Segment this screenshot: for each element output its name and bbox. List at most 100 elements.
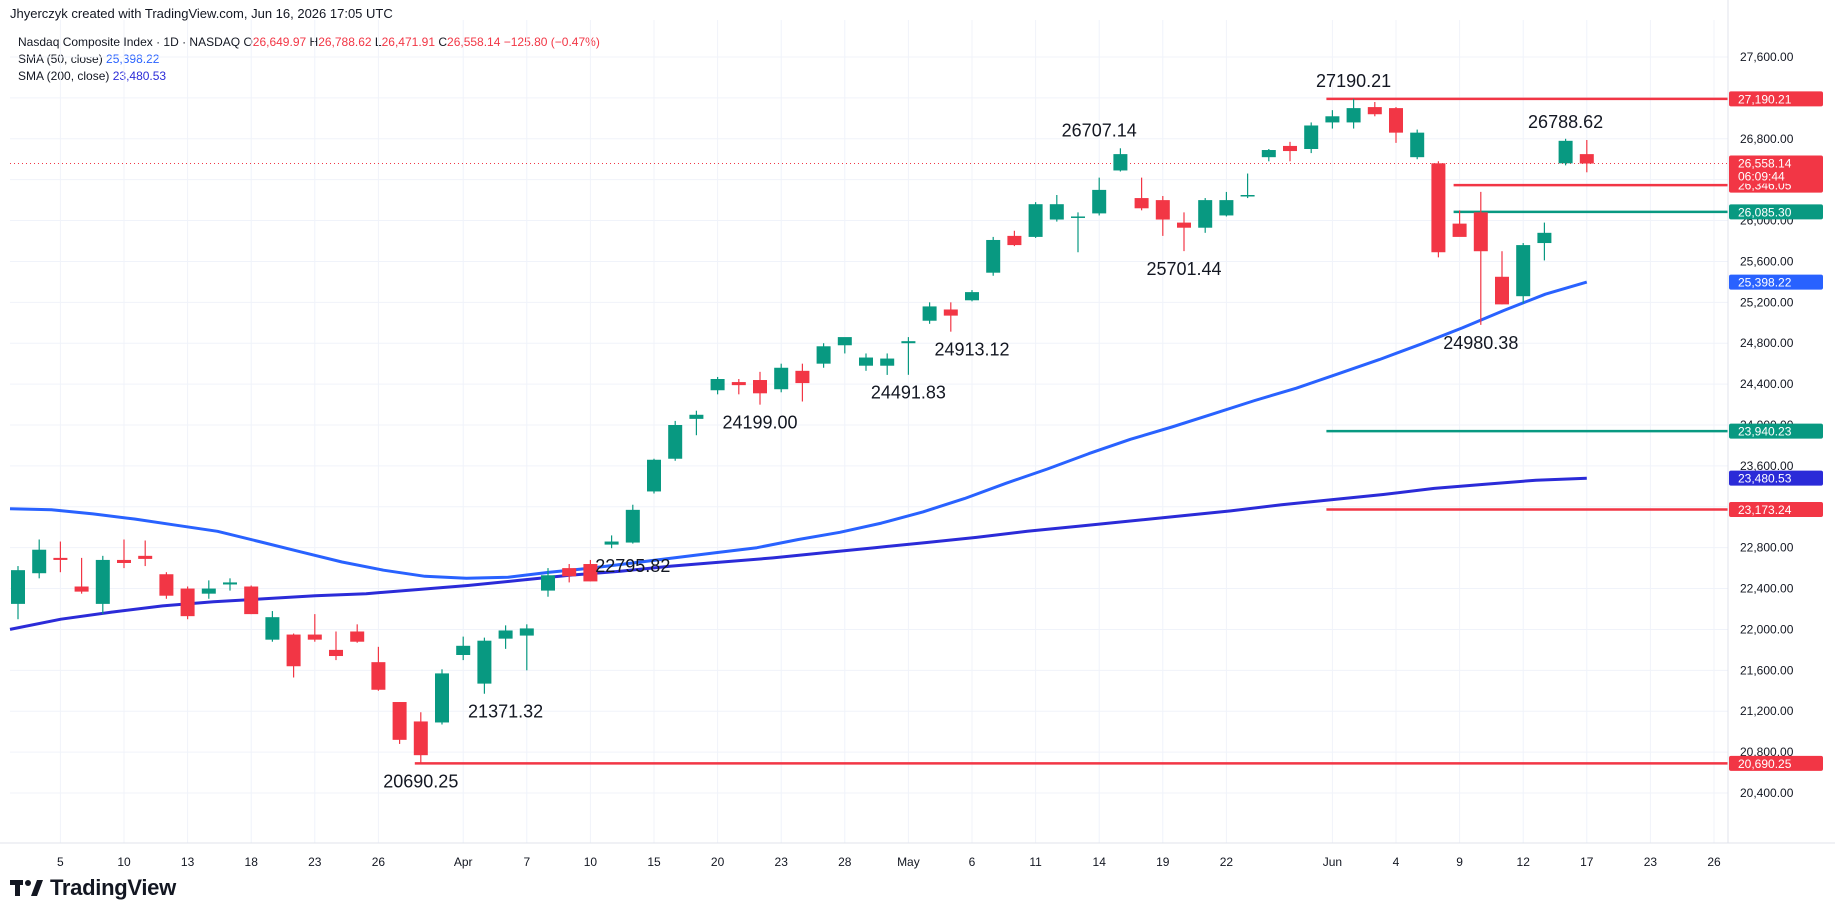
- horizontal-levels: [10, 97, 1728, 765]
- y-tick-label: 25,600.00: [1740, 254, 1794, 268]
- candle-body: [244, 586, 259, 615]
- x-tick-label: 12: [1517, 855, 1531, 869]
- candle-down: [392, 702, 407, 744]
- candle-down: [1177, 212, 1191, 252]
- candle-body: [371, 662, 386, 690]
- candle-up: [32, 539, 47, 579]
- price-tag-label: 26,558.14: [1738, 157, 1792, 171]
- candle-body: [1389, 108, 1403, 133]
- x-tick-label: 23: [308, 855, 322, 869]
- candle-body: [1007, 235, 1022, 246]
- candle-down: [562, 564, 577, 583]
- candle-body: [1049, 204, 1064, 220]
- candle-up: [837, 337, 852, 354]
- price-tag-bg: [1729, 423, 1823, 439]
- chart-credit: Jhyerczyk created with TradingView.com, …: [10, 6, 393, 21]
- candle-body: [816, 346, 831, 364]
- candle-body: [1346, 108, 1361, 123]
- x-tick-label: 15: [647, 855, 661, 869]
- candle-up: [604, 535, 619, 549]
- candle-body: [986, 239, 1001, 273]
- candle-body: [286, 634, 301, 667]
- candle-body: [1177, 222, 1191, 228]
- candle-up: [1240, 173, 1255, 199]
- y-tick-label: 23,600.00: [1740, 459, 1794, 473]
- candle-body: [1240, 195, 1255, 197]
- price-annotation: 25701.44: [1146, 259, 1221, 279]
- high-value: 26,788.62: [318, 35, 372, 49]
- price-axis[interactable]: 20,400.00 20,800.00 21,200.00 21,600.00 22,0…: [1727, 0, 1794, 843]
- candle-up: [774, 363, 789, 393]
- candle-body: [1367, 107, 1382, 115]
- candle-up: [519, 624, 534, 671]
- candle-body: [1134, 198, 1149, 209]
- candle-body: [859, 357, 873, 366]
- candle-up: [456, 636, 471, 661]
- x-tick-label: 19: [1156, 855, 1170, 869]
- candle-body: [392, 702, 407, 740]
- candle-body: [880, 358, 895, 366]
- y-tick-label: 26,800.00: [1740, 132, 1794, 146]
- candle-up: [1261, 149, 1276, 162]
- candle-down: [1452, 210, 1467, 237]
- candle-up: [265, 611, 280, 642]
- price-annotation: 24491.83: [871, 383, 946, 403]
- price-tag-label: 26,085.30: [1738, 205, 1792, 219]
- candle-body: [53, 557, 68, 560]
- candle-body: [1092, 189, 1107, 214]
- candle-down: [286, 633, 301, 678]
- candle-body: [32, 549, 47, 574]
- candle-body: [541, 575, 555, 591]
- price-tag-bg: [1729, 755, 1823, 771]
- candle-down: [731, 379, 746, 395]
- candle-up: [965, 290, 979, 302]
- tradingview-brand[interactable]: TradingView: [10, 875, 176, 901]
- candle-body: [159, 574, 174, 596]
- candle-up: [1410, 129, 1425, 160]
- sma200-label: SMA (200, close): [18, 69, 110, 83]
- candle-down: [1579, 140, 1594, 173]
- candle-down: [53, 541, 68, 573]
- candle-up: [625, 504, 640, 544]
- candle-up: [816, 343, 831, 368]
- open-value: 26,649.97: [252, 35, 307, 49]
- candle-body: [1558, 140, 1573, 164]
- x-tick-label: 20: [711, 855, 725, 869]
- moving-averages: [9, 280, 1588, 631]
- high-label: H: [309, 35, 319, 49]
- price-tag-label: 25,398.22: [1738, 276, 1792, 290]
- x-tick-label: 26: [372, 855, 386, 869]
- tradingview-logo-icon: [10, 879, 44, 897]
- candle-body: [498, 630, 513, 639]
- price-annotation: 26707.14: [1062, 120, 1137, 140]
- candle-body: [1579, 154, 1594, 164]
- candle-body: [562, 568, 577, 577]
- candle-body: [117, 559, 131, 563]
- sma200-legend[interactable]: SMA (200, close) 23,480.53: [18, 68, 600, 85]
- candle-up: [1304, 122, 1319, 154]
- price-annotation: 26788.62: [1528, 112, 1603, 132]
- sma50-value: 25,398.22: [106, 52, 160, 66]
- candle-body: [1452, 223, 1467, 237]
- candle-up: [1198, 198, 1213, 233]
- x-tick-label: 22: [1220, 855, 1234, 869]
- candle-down: [159, 572, 174, 599]
- symbol-name[interactable]: Nasdaq Composite Index · 1D · NASDAQ: [18, 35, 241, 49]
- brand-name: TradingView: [50, 875, 176, 900]
- price-tag-bg: [1729, 91, 1823, 107]
- y-tick-label: 20,800.00: [1740, 745, 1794, 759]
- candle-up: [11, 566, 25, 620]
- price-annotation: 24980.38: [1443, 333, 1518, 353]
- candle-body: [307, 634, 322, 640]
- time-axis[interactable]: 5 10 13 18 23 26 Apr 7 10 15 20 23 28 May 6 11 14 19 22 Jun…: [0, 842, 1835, 869]
- candle-up: [1049, 195, 1064, 222]
- x-tick-label: May: [897, 855, 920, 869]
- candle-body: [456, 645, 471, 655]
- candle-body: [731, 382, 746, 386]
- candle-down: [753, 371, 767, 405]
- candle-down: [1155, 196, 1170, 236]
- candle-up: [435, 669, 449, 725]
- price-tag-bg: [1729, 274, 1823, 290]
